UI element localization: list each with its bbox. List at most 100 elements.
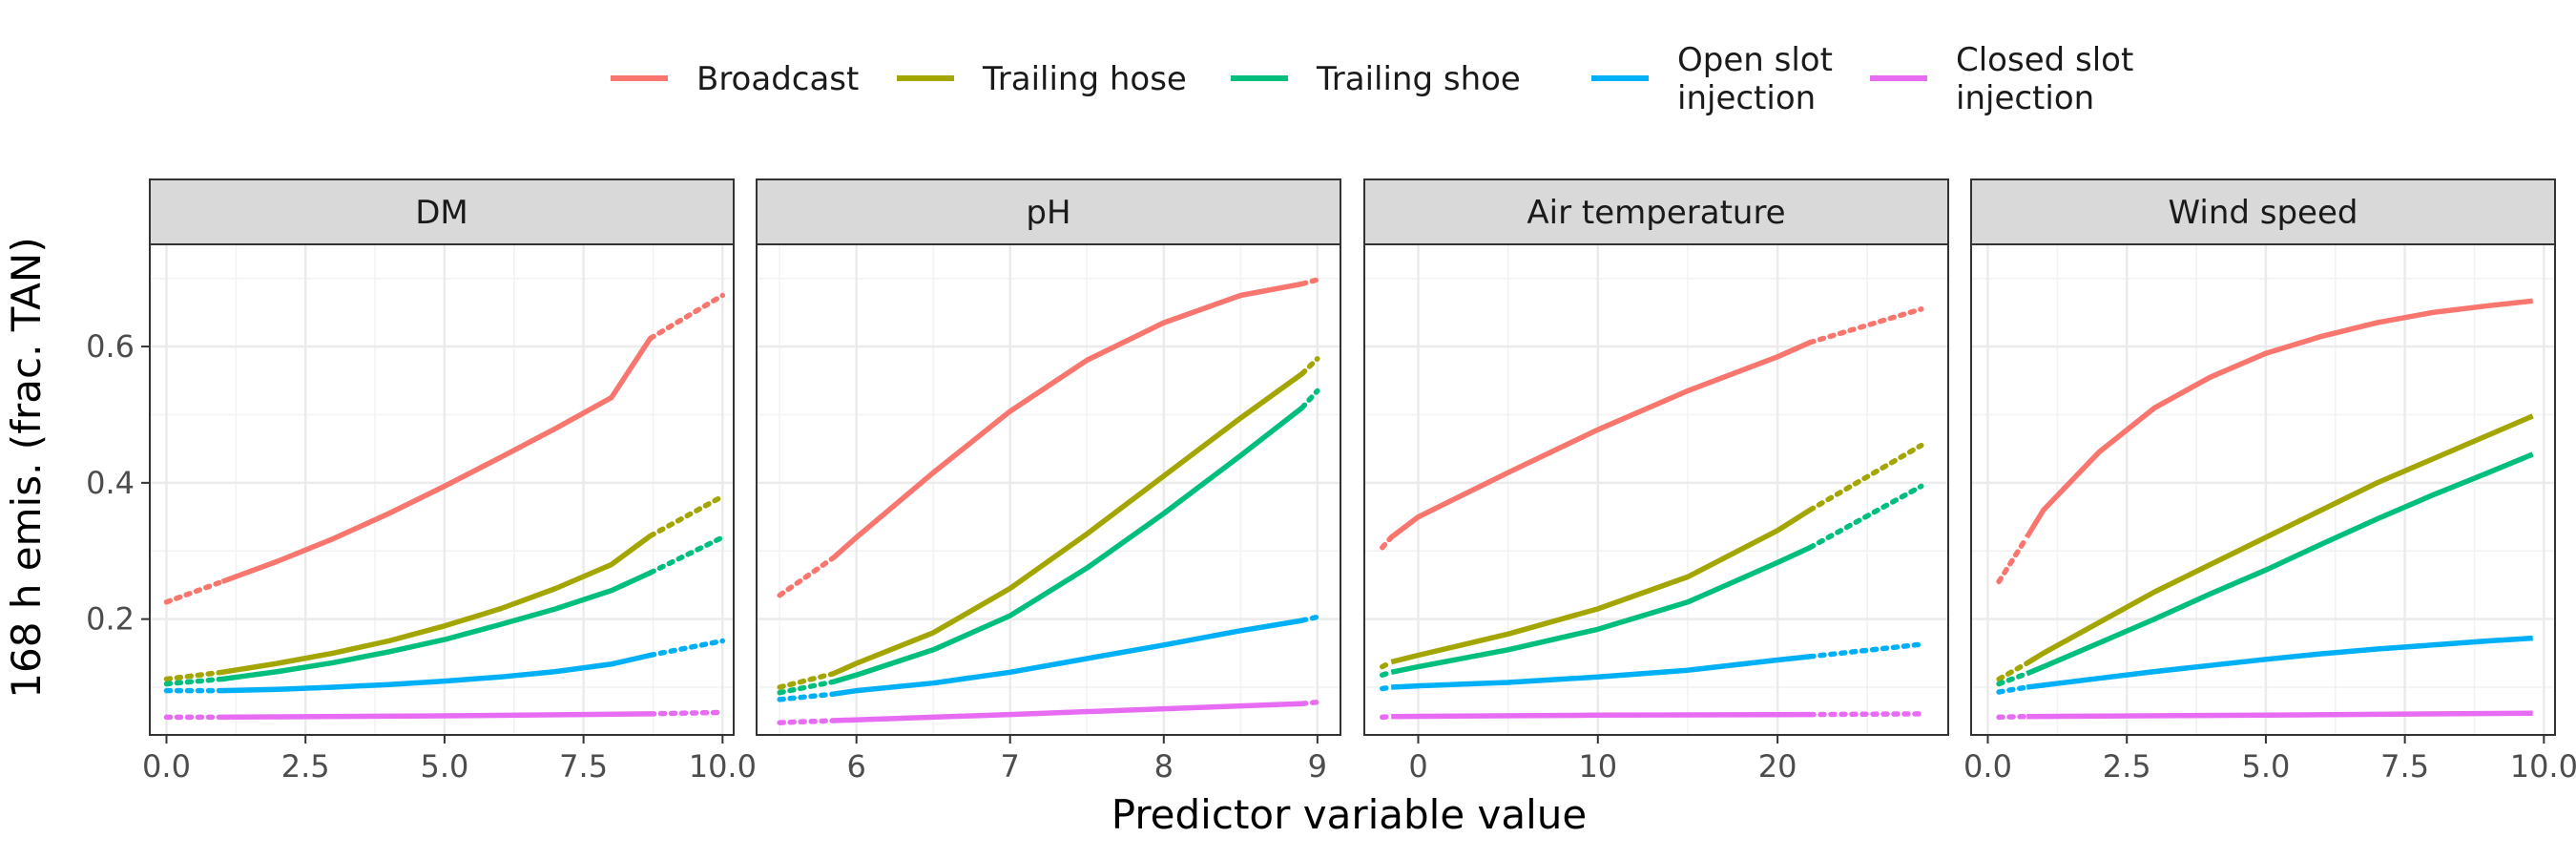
x-tick-label: 5.0 bbox=[2241, 748, 2290, 785]
series-line-broadcast-dotted-low bbox=[163, 578, 225, 605]
series-line-broadcast-dotted-low bbox=[777, 555, 837, 598]
legend-label-3: Open slot injection bbox=[1677, 41, 1833, 117]
plot-area bbox=[757, 244, 1340, 735]
panel-border bbox=[1363, 243, 1949, 736]
x-tick-label: 7.5 bbox=[2380, 748, 2429, 785]
series-line-trailing-hose-dotted-low bbox=[777, 671, 837, 690]
series-line-open-slot-injection-dotted-low bbox=[777, 691, 837, 702]
series-line-trailing-shoe bbox=[2025, 451, 2534, 677]
series-line-open-slot-injection-dotted-high bbox=[1807, 641, 1924, 660]
x-tick-label: 2.5 bbox=[2103, 748, 2151, 785]
series-line-open-slot-injection bbox=[2025, 635, 2533, 690]
panel-title: Wind speed bbox=[2169, 194, 2358, 232]
x-tick-label: 10.0 bbox=[689, 748, 757, 785]
series-line-closed-slot-injection bbox=[221, 711, 651, 721]
series-line-broadcast bbox=[831, 281, 1303, 560]
series-line-trailing-shoe bbox=[1390, 545, 1812, 675]
panel-strip bbox=[149, 178, 735, 245]
legend-label-1: Trailing hose bbox=[982, 60, 1187, 98]
series-line-closed-slot-injection bbox=[833, 701, 1302, 723]
series-line-open-slot-injection bbox=[1391, 654, 1811, 690]
series-line-open-slot-injection bbox=[833, 618, 1303, 697]
legend-label-2: Trailing shoe bbox=[1316, 60, 1521, 98]
panel-0: DM 0.0 2.5 5.0 7.5 10.0 0.2 0.4 0.6 bbox=[86, 178, 757, 785]
series-line-trailing-hose bbox=[1390, 508, 1812, 665]
panel-1: pH 6 7 8 9 bbox=[756, 178, 1341, 785]
series-line-closed-slot-injection-dotted-low bbox=[777, 718, 837, 725]
x-axis-label: Predictor variable value bbox=[1111, 791, 1587, 838]
x-tick-label: 9 bbox=[1308, 748, 1327, 785]
series-line-closed-slot-injection-dotted-high bbox=[1298, 699, 1320, 706]
panel-border bbox=[149, 243, 735, 736]
series-line-broadcast-dotted-high bbox=[1298, 277, 1320, 287]
series-group bbox=[1996, 298, 2534, 721]
panel-3: Wind speed 0.0 2.5 5.0 7.5 10.0 bbox=[1963, 178, 2576, 785]
x-tick-label: 20 bbox=[1758, 748, 1797, 785]
series-line-broadcast bbox=[2024, 298, 2533, 539]
series-group bbox=[163, 292, 726, 721]
series-line-closed-slot-injection-dotted-high bbox=[647, 709, 726, 717]
panel-title: pH bbox=[1026, 194, 1070, 232]
series-line-broadcast-dotted-high bbox=[1807, 306, 1924, 346]
grid bbox=[1971, 244, 2555, 735]
x-tick-label: 10 bbox=[1578, 748, 1617, 785]
legend: Broadcast Trailing hose Trailing shoe Open … bbox=[611, 41, 2133, 117]
series-line-trailing-shoe-dotted-high bbox=[1298, 388, 1320, 411]
series-line-trailing-shoe-dotted-low bbox=[1996, 671, 2030, 687]
series-line-open-slot-injection-dotted-high bbox=[1298, 614, 1320, 623]
panel-strip bbox=[1363, 178, 1949, 245]
series-line-trailing-hose-dotted-high bbox=[1298, 356, 1320, 377]
series-line-closed-slot-injection bbox=[2026, 710, 2533, 720]
series-line-trailing-shoe-dotted-low bbox=[777, 679, 837, 696]
panels: DM 0.0 2.5 5.0 7.5 10.0 0.2 0.4 0.6 pH 6 7 8 9 Air tem… bbox=[86, 178, 2576, 785]
x-tick-label: 6 bbox=[847, 748, 866, 785]
series-line-broadcast-dotted-high bbox=[647, 292, 726, 342]
x-tick-label: 5.0 bbox=[420, 748, 468, 785]
series-line-closed-slot-injection-dotted-low bbox=[1996, 713, 2030, 721]
series-line-trailing-shoe-dotted-low bbox=[1380, 669, 1394, 678]
x-tick-label: 10.0 bbox=[2510, 748, 2576, 785]
y-tick-label: 0.4 bbox=[86, 465, 135, 501]
y-tick-label: 0.2 bbox=[86, 601, 135, 638]
x-tick-label: 7.5 bbox=[559, 748, 608, 785]
series-line-broadcast bbox=[220, 336, 653, 584]
grid bbox=[757, 244, 1340, 735]
series-line-trailing-hose-dotted-low bbox=[1380, 659, 1394, 670]
legend-label-4: Closed slot injection bbox=[1956, 41, 2133, 117]
series-line-closed-slot-injection-dotted-high bbox=[1807, 711, 1924, 718]
grid bbox=[1364, 244, 1948, 735]
series-line-trailing-hose-dotted-high bbox=[1807, 442, 1924, 513]
series-group bbox=[1380, 306, 1924, 721]
series-line-trailing-shoe-dotted-low bbox=[163, 676, 225, 687]
plot-area bbox=[1971, 244, 2555, 735]
series-line-trailing-hose bbox=[221, 534, 653, 676]
x-tick-label: 0.0 bbox=[142, 748, 191, 785]
series-line-trailing-hose bbox=[2025, 413, 2534, 666]
x-tick-label: 8 bbox=[1154, 748, 1174, 785]
y-tick-label: 0.6 bbox=[86, 328, 135, 365]
series-line-trailing-hose-dotted-low bbox=[1996, 660, 2030, 682]
series-line-trailing-shoe-dotted-high bbox=[647, 534, 726, 576]
grid bbox=[150, 244, 734, 735]
panel-border bbox=[1970, 243, 2556, 736]
series-line-trailing-hose-dotted-high bbox=[647, 493, 726, 539]
x-tick-label: 0 bbox=[1408, 748, 1427, 785]
series-line-trailing-shoe-dotted-high bbox=[1807, 483, 1924, 551]
y-axis-label: 168 h emis. (frac. TAN) bbox=[3, 237, 50, 698]
panel-2: Air temperature 0 10 20 bbox=[1363, 178, 1949, 785]
x-tick-label: 0.0 bbox=[1963, 748, 2012, 785]
series-line-open-slot-injection-dotted-high bbox=[647, 638, 726, 659]
panel-title: Air temperature bbox=[1527, 194, 1785, 232]
series-line-broadcast-dotted-low bbox=[1380, 534, 1394, 551]
series-line-closed-slot-injection bbox=[1391, 711, 1811, 720]
panel-border bbox=[756, 243, 1341, 736]
series-line-closed-slot-injection-dotted-low bbox=[1380, 713, 1394, 721]
series-line-open-slot-injection bbox=[221, 652, 652, 694]
series-line-broadcast-dotted-low bbox=[1996, 534, 2030, 585]
panel-strip bbox=[756, 178, 1341, 245]
panel-strip bbox=[1970, 178, 2556, 245]
series-group bbox=[777, 277, 1320, 725]
series-line-broadcast bbox=[1389, 340, 1812, 540]
series-line-trailing-hose bbox=[832, 371, 1304, 677]
